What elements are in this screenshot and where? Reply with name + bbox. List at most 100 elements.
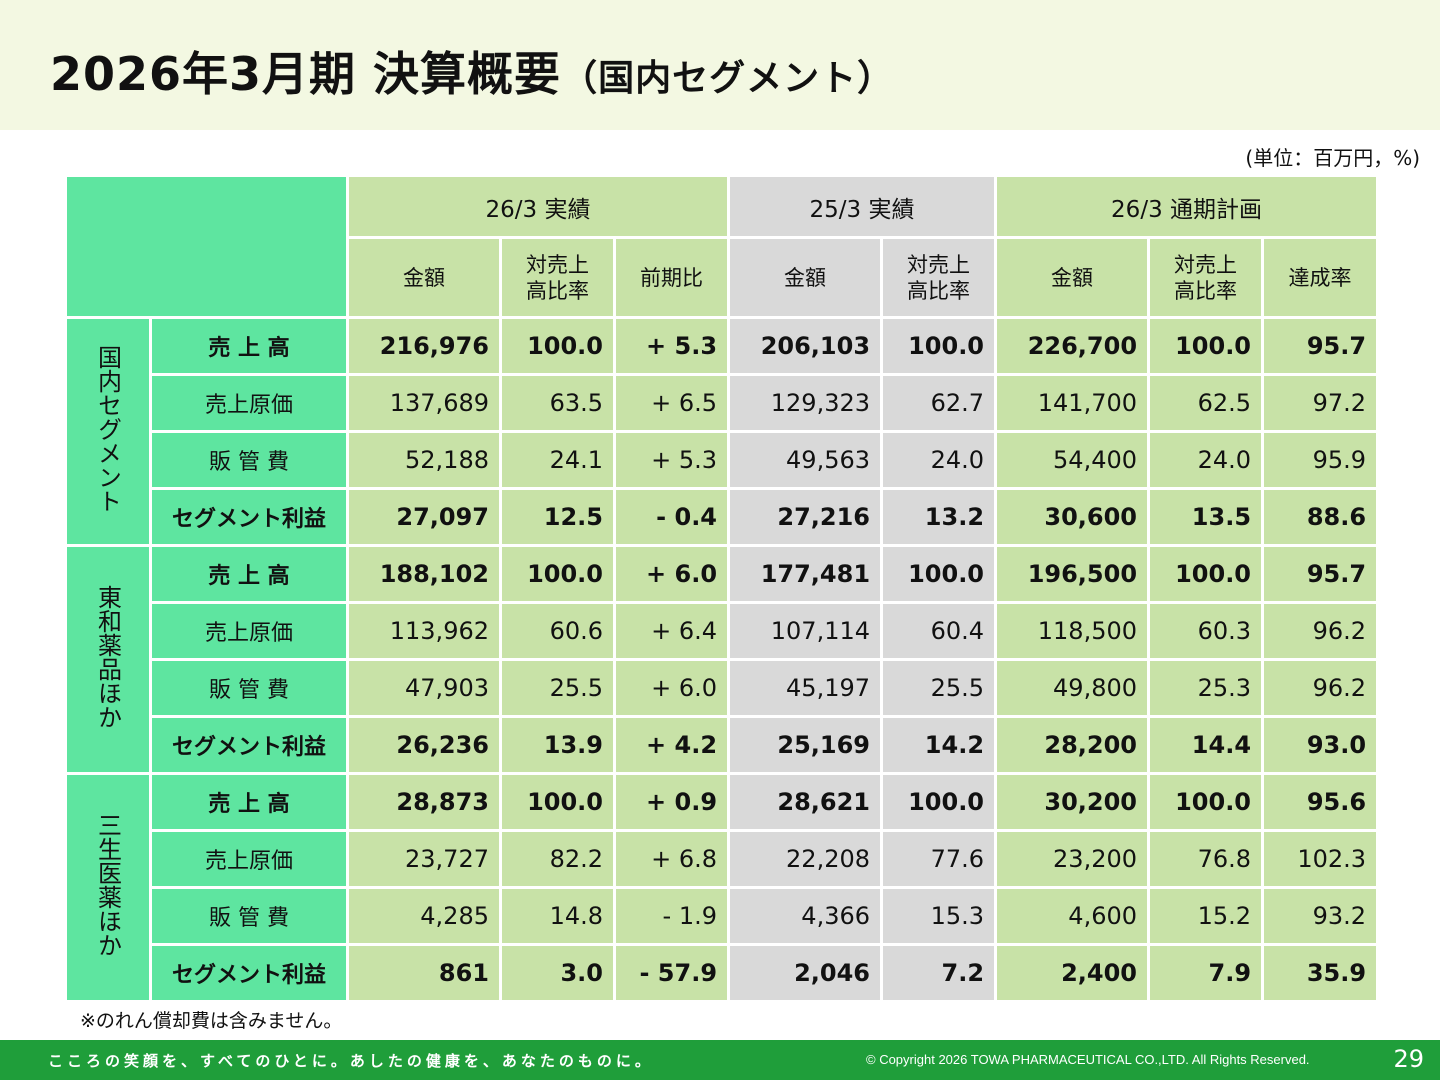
table-cell: 30,200	[994, 772, 1151, 832]
row-item-label: 売上原価	[149, 601, 349, 661]
table-row: 販 管 費 4,285 14.8- 1.9 4,366 15.3 4,600 15.2 93.…	[66, 886, 1380, 946]
table-cell: + 6.0	[612, 658, 731, 718]
segment-label-cell: 国内セグメント	[64, 316, 152, 547]
table-cell: 93.0	[1261, 715, 1380, 775]
table-cell: 14.2	[880, 715, 998, 775]
table-cell: 102.3	[1261, 829, 1380, 889]
table-cell: 100.0	[499, 544, 616, 604]
table-cell: 49,800	[994, 658, 1151, 718]
table-cell: 49,563	[727, 430, 884, 490]
table-cell: 13.9	[499, 715, 616, 775]
table-cell: 95.7	[1261, 544, 1380, 604]
table-cell: 60.6	[499, 601, 616, 661]
segment-label: 国内セグメント	[93, 344, 122, 513]
table-cell: 82.2	[499, 829, 616, 889]
header-group-2503: 25/3 実績	[727, 174, 998, 239]
table-cell: 93.2	[1261, 886, 1380, 946]
table-cell: 861	[346, 943, 502, 1003]
table-cell: - 57.9	[612, 943, 731, 1003]
table-cell: 27,097	[346, 487, 502, 547]
table-cell: 28,621	[727, 772, 884, 832]
table-row: 国内セグメント売 上 高 216,976 100.0 + 5.3 206,103 100.…	[64, 316, 1380, 547]
table-cell: 118,500	[994, 601, 1151, 661]
table-cell: 216,976	[346, 316, 502, 376]
table-cell: 63.5	[499, 373, 616, 433]
table-cell: 129,323	[727, 373, 884, 433]
table-cell: 23,727	[346, 829, 502, 889]
table-cell: + 4.2	[612, 715, 731, 775]
table-cell: 177,481	[727, 544, 884, 604]
table-cell: 25.5	[499, 658, 616, 718]
table-cell: - 1.9	[612, 886, 731, 946]
row-item-label: セグメント利益	[149, 943, 349, 1003]
header-amount: 金額	[994, 236, 1151, 319]
header-row-columns: 金額 対売上 高比率 前期比 金額 対売上 高比率 金額 対売上 高比率 達成率	[66, 236, 1380, 319]
table-cell: 27,216	[727, 487, 884, 547]
table-cell: 24.0	[880, 430, 998, 490]
unit-note: (単位：百万円，%)	[1245, 146, 1420, 170]
table-cell: 28,200	[994, 715, 1151, 775]
table-cell: 188,102	[346, 544, 502, 604]
table-cell: 15.3	[880, 886, 998, 946]
table-cell: 4,600	[994, 886, 1151, 946]
table-cell: 7.9	[1147, 943, 1265, 1003]
table-cell: 76.8	[1147, 829, 1265, 889]
table-cell: 25,169	[727, 715, 884, 775]
table-cell: 96.2	[1261, 601, 1380, 661]
table-cell: + 6.5	[612, 373, 731, 433]
table-cell: 100.0	[1147, 772, 1265, 832]
segment-label: 三生医薬ほか	[93, 812, 122, 957]
table-cell: 24.1	[499, 430, 616, 490]
header-ratio: 対売上 高比率	[880, 236, 998, 319]
table-cell: 4,285	[346, 886, 502, 946]
table-row: セグメント利益 26,236 13.9 + 4.2 25,169 14.2 28,200 14…	[66, 715, 1380, 775]
table-cell: 52,188	[346, 430, 502, 490]
header-group-plan: 26/3 通期計画	[994, 174, 1380, 239]
table-cell: 226,700	[994, 316, 1151, 376]
table-cell: 47,903	[346, 658, 502, 718]
row-item-label: 販 管 費	[149, 886, 349, 946]
table-cell: 206,103	[727, 316, 884, 376]
row-item-label: 販 管 費	[149, 658, 349, 718]
financial-table: 26/3 実績 25/3 実績 26/3 通期計画 金額 対売上 高比率 前期比 …	[64, 174, 1380, 1003]
table-cell: 23,200	[994, 829, 1151, 889]
table-cell: 113,962	[346, 601, 502, 661]
segment-label: 東和薬品ほか	[93, 584, 122, 729]
table-row: 売上原価 137,689 63.5 + 6.5 129,323 62.7 141,700 62…	[66, 373, 1380, 433]
row-item-label: 販 管 費	[149, 430, 349, 490]
header-amount: 金額	[346, 236, 502, 319]
table-cell: + 6.8	[612, 829, 731, 889]
table-cell: + 5.3	[612, 316, 731, 376]
row-item-label: 売上原価	[149, 373, 349, 433]
table-row: セグメント利益 861 3.0- 57.9 2,046 7.2 2,400 7.9 35.9	[66, 943, 1380, 1003]
table-cell: + 6.0	[612, 544, 731, 604]
table-cell: 196,500	[994, 544, 1151, 604]
table-row: 東和薬品ほか売 上 高 188,102 100.0 + 6.0 177,481 100.0…	[64, 544, 1380, 775]
table-cell: 54,400	[994, 430, 1151, 490]
table-cell: 95.9	[1261, 430, 1380, 490]
page-title-main: 2026年3月期 決算概要	[50, 47, 562, 101]
table-row: 売上原価 23,727 82.2 + 6.8 22,208 77.6 23,200 76.8 1…	[66, 829, 1380, 889]
table-cell: 107,114	[727, 601, 884, 661]
table-cell: 137,689	[346, 373, 502, 433]
table-cell: 141,700	[994, 373, 1151, 433]
row-item-label: 売 上 高	[149, 772, 349, 832]
table-cell: 100.0	[880, 316, 998, 376]
table-cell: 62.7	[880, 373, 998, 433]
table-cell: 97.2	[1261, 373, 1380, 433]
row-item-label: 売 上 高	[149, 544, 349, 604]
table-cell: 28,873	[346, 772, 502, 832]
header-amount: 金額	[727, 236, 884, 319]
table-cell: 13.2	[880, 487, 998, 547]
header-corner	[64, 174, 349, 319]
segment-label-cell: 東和薬品ほか	[64, 544, 152, 775]
table-cell: 15.2	[1147, 886, 1265, 946]
table-cell: 100.0	[499, 772, 616, 832]
table-cell: - 0.4	[612, 487, 731, 547]
table-cell: 25.3	[1147, 658, 1265, 718]
table-cell: 12.5	[499, 487, 616, 547]
table-cell: 35.9	[1261, 943, 1380, 1003]
table-cell: 45,197	[727, 658, 884, 718]
header-yoy: 前期比	[612, 236, 731, 319]
table-cell: 13.5	[1147, 487, 1265, 547]
